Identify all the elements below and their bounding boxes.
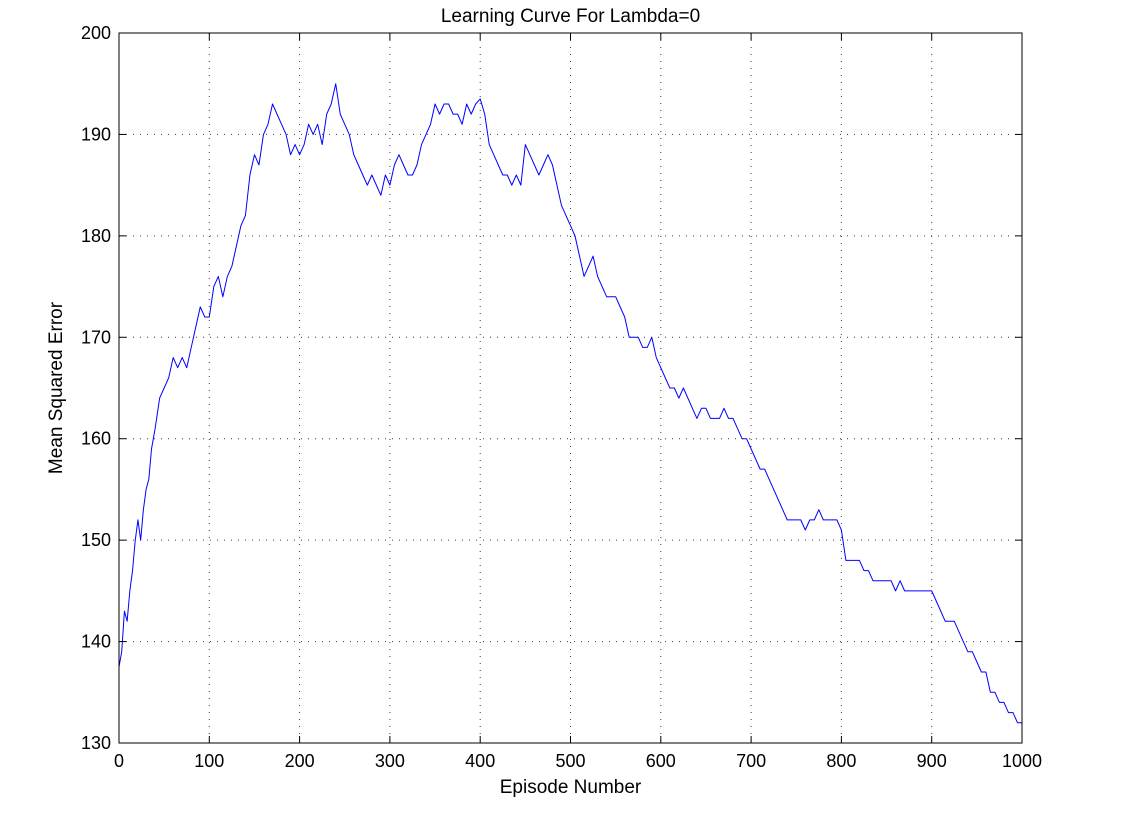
x-tick-label: 200 — [285, 751, 315, 771]
y-tick-label: 190 — [81, 124, 111, 144]
x-tick-label: 500 — [555, 751, 585, 771]
x-tick-label: 0 — [114, 751, 124, 771]
x-tick-label: 900 — [917, 751, 947, 771]
x-tick-label: 1000 — [1002, 751, 1042, 771]
y-tick-label: 170 — [81, 327, 111, 347]
y-axis-label: Mean Squared Error — [46, 301, 67, 474]
y-tick-label: 180 — [81, 226, 111, 246]
y-tick-label: 150 — [81, 530, 111, 550]
y-tick-label: 160 — [81, 429, 111, 449]
x-tick-label: 300 — [375, 751, 405, 771]
x-tick-label: 400 — [465, 751, 495, 771]
ticks — [118, 32, 1023, 744]
x-tick-label: 100 — [194, 751, 224, 771]
x-tick-label: 800 — [826, 751, 856, 771]
x-tick-label: 700 — [736, 751, 766, 771]
x-axis-label: Episode Number — [500, 777, 642, 798]
y-tick-label: 200 — [81, 23, 111, 43]
y-tick-label: 140 — [81, 632, 111, 652]
series-layer — [118, 83, 1022, 724]
y-tick-label: 130 — [81, 733, 111, 753]
chart-title: Learning Curve For Lambda=0 — [441, 6, 700, 27]
plot-frame — [118, 32, 1023, 744]
tick-labels: 0 100 200 300 400 500 600 700 800 900 1000 130 140 15… — [81, 23, 1042, 771]
grid — [119, 33, 1022, 743]
series-line — [118, 83, 1022, 724]
x-tick-label: 600 — [646, 751, 676, 771]
